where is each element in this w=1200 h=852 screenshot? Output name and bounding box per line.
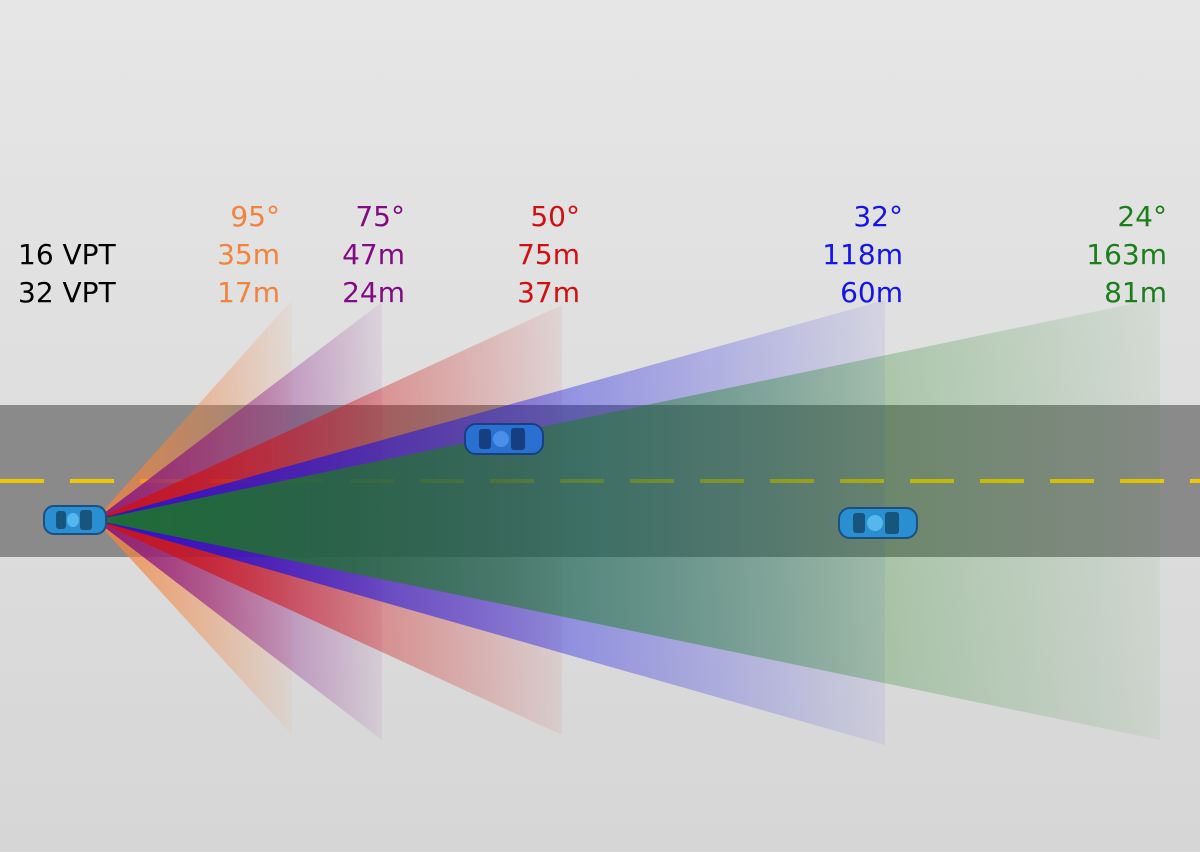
- range-32-vpt: 60m: [840, 276, 903, 309]
- range-32-vpt: 37m: [517, 276, 580, 309]
- range-16-vpt: 118m: [822, 238, 903, 271]
- range-16-vpt: 47m: [342, 238, 405, 271]
- ego-car: [43, 505, 107, 535]
- fov-angle: 24°: [1117, 200, 1167, 233]
- row-label: 16 VPT: [18, 238, 117, 271]
- car: [464, 423, 544, 455]
- fov-angle: 32°: [853, 200, 903, 233]
- fov-angle: 50°: [530, 200, 580, 233]
- range-16-vpt: 75m: [517, 238, 580, 271]
- sensor-fan: [95, 298, 1160, 740]
- range-16-vpt: 35m: [217, 238, 280, 271]
- range-32-vpt: 24m: [342, 276, 405, 309]
- sensor-fans: [95, 298, 1160, 745]
- fov-angle: 75°: [355, 200, 405, 233]
- row-label: 32 VPT: [18, 276, 117, 309]
- fov-angle: 95°: [230, 200, 280, 233]
- range-16-vpt: 163m: [1086, 238, 1167, 271]
- range-32-vpt: 81m: [1104, 276, 1167, 309]
- range-32-vpt: 17m: [217, 276, 280, 309]
- car: [838, 507, 918, 539]
